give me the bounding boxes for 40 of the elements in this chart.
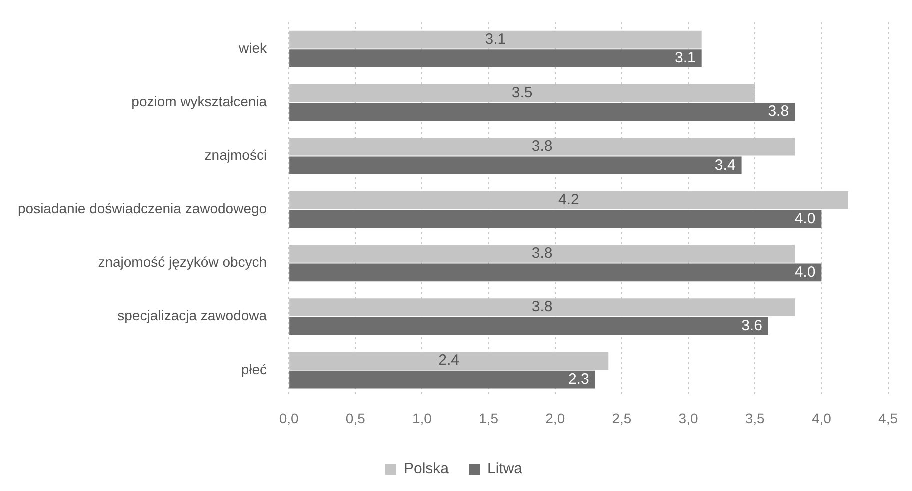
data-label: 4.0 <box>794 210 816 228</box>
y-tick-label: poziom wykształcenia <box>132 94 268 110</box>
legend-label: Litwa <box>488 460 524 478</box>
x-tick-label: 1,0 <box>412 410 432 426</box>
x-tick-label: 4,5 <box>878 410 898 426</box>
y-tick-label: znajmości <box>204 147 268 164</box>
bar <box>290 317 768 336</box>
y-tick-label: wiek <box>238 40 268 56</box>
data-label: 3.8 <box>768 103 790 120</box>
x-tick-label: 3,5 <box>745 410 766 426</box>
x-tick-label: 0,0 <box>279 410 299 426</box>
bar <box>290 50 702 68</box>
data-label: 2.3 <box>568 370 590 388</box>
data-label: 3.1 <box>485 30 506 48</box>
bar <box>290 103 796 121</box>
x-tick-label: 0,5 <box>346 410 366 426</box>
x-tick-label: 3,0 <box>678 410 698 426</box>
bar <box>290 264 822 282</box>
data-label: 2.4 <box>438 352 460 370</box>
bar <box>290 210 822 228</box>
data-label: 3.8 <box>532 245 553 262</box>
data-label: 4.2 <box>558 192 580 209</box>
data-label: 3.8 <box>532 138 553 156</box>
x-tick-label: 2,5 <box>612 410 632 426</box>
y-tick-label: specjalizacja zawodowa <box>118 308 268 324</box>
data-label: 3.6 <box>742 317 762 334</box>
data-label: 3.5 <box>512 84 533 102</box>
x-tick-label: 2,0 <box>546 410 566 426</box>
bar <box>290 370 596 389</box>
x-tick-label: 4,0 <box>812 410 832 426</box>
bar <box>290 156 742 175</box>
data-label: 3.8 <box>532 298 553 316</box>
y-tick-label: znajomość języków obcych <box>98 254 268 270</box>
x-tick-label: 1,5 <box>479 410 499 426</box>
y-tick-label: płeć <box>241 361 268 378</box>
legend-label: Polska <box>404 460 450 478</box>
y-tick-label: posiadanie doświadczenia zawodowego <box>18 200 268 217</box>
data-label: 3.4 <box>714 156 736 174</box>
data-label: 4.0 <box>794 264 816 281</box>
data-label: 3.1 <box>674 50 696 67</box>
